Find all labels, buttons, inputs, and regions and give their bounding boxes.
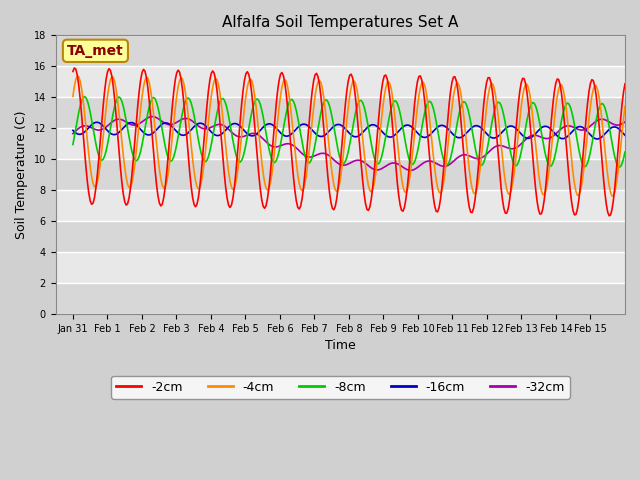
Bar [56, 97, 625, 128]
Bar [56, 36, 625, 66]
Bar [56, 283, 625, 314]
Text: TA_met: TA_met [67, 44, 124, 58]
Bar [56, 159, 625, 190]
Title: Alfalfa Soil Temperatures Set A: Alfalfa Soil Temperatures Set A [222, 15, 458, 30]
X-axis label: Time: Time [325, 339, 356, 352]
Bar [56, 221, 625, 252]
Y-axis label: Soil Temperature (C): Soil Temperature (C) [15, 110, 28, 239]
Legend: -2cm, -4cm, -8cm, -16cm, -32cm: -2cm, -4cm, -8cm, -16cm, -32cm [111, 376, 570, 399]
